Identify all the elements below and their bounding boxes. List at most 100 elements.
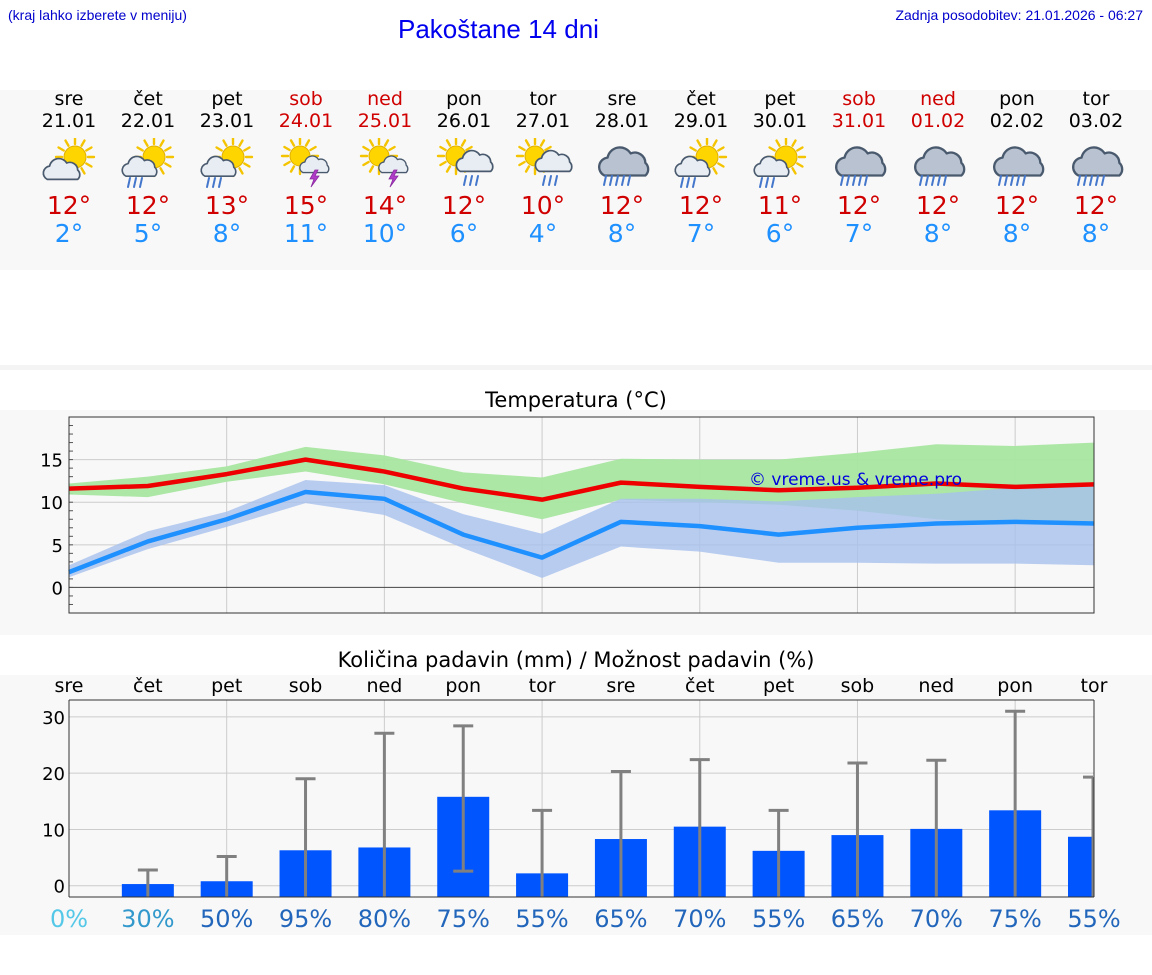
max-temperature: 10° bbox=[520, 191, 566, 220]
partly-cloudy-rain-icon bbox=[674, 138, 728, 188]
sun-thunderstorm-icon bbox=[359, 138, 409, 188]
day-column: čet 29.01 12° 7° bbox=[661, 88, 741, 248]
y-tick-label: 15 bbox=[40, 451, 63, 472]
sun-cloud-rain-icon bbox=[515, 138, 573, 186]
partly-cloudy-rain-icon bbox=[121, 138, 175, 188]
day-label: čet bbox=[133, 675, 163, 697]
day-name: sre bbox=[54, 88, 84, 110]
watermark: © vreme.us & vreme.pro bbox=[749, 470, 962, 490]
rain-drops bbox=[919, 175, 947, 186]
day-date: 31.01 bbox=[831, 110, 887, 132]
day-column: sob 31.01 12° 7° bbox=[819, 88, 899, 248]
precipitation-chart-title: Količina padavin (mm) / Možnost padavin … bbox=[337, 648, 815, 672]
day-date: 30.01 bbox=[752, 110, 808, 132]
precipitation-probability: 50% bbox=[200, 905, 253, 933]
cloud-rain-icon bbox=[914, 146, 966, 186]
min-range-band bbox=[69, 480, 1094, 579]
day-column: pon 26.01 12° 6° bbox=[424, 88, 504, 248]
sun-shape bbox=[515, 138, 555, 176]
max-temperature: 15° bbox=[283, 191, 329, 220]
page-title: Pakoštane 14 dni bbox=[398, 14, 599, 44]
precipitation-bar bbox=[1068, 836, 1094, 897]
partly-cloudy-rain-icon bbox=[200, 138, 254, 188]
max-temperature: 12° bbox=[994, 191, 1040, 220]
day-label: sre bbox=[55, 675, 84, 697]
lightning-bolt bbox=[309, 169, 320, 188]
precipitation-chart: 0 10 20 30 sre čet pet sob ned pon tor sre čet pet sob… bbox=[42, 675, 1121, 933]
min-temperature: 8° bbox=[1002, 219, 1032, 248]
cloud-shape bbox=[42, 157, 81, 181]
day-name: sob bbox=[289, 88, 323, 110]
cloud-shape bbox=[299, 155, 330, 174]
day-label: tor bbox=[1081, 675, 1108, 697]
day-date: 22.01 bbox=[120, 110, 176, 132]
max-temperature: 12° bbox=[441, 191, 487, 220]
day-label: tor bbox=[529, 675, 556, 697]
rain-drops bbox=[542, 175, 558, 186]
day-date: 21.01 bbox=[41, 110, 97, 132]
day-label: ned bbox=[366, 675, 402, 697]
max-temperature: 13° bbox=[204, 191, 250, 220]
day-label: pet bbox=[211, 675, 242, 697]
day-name: ned bbox=[367, 88, 403, 110]
rain-drops bbox=[127, 177, 143, 188]
rain-drops bbox=[463, 175, 479, 186]
precipitation-probability: 30% bbox=[121, 905, 174, 933]
cloud-shape bbox=[1072, 146, 1124, 177]
precipitation-probability: 55% bbox=[1067, 905, 1120, 933]
min-temperature: 11° bbox=[283, 219, 329, 248]
cloud-shape bbox=[378, 155, 409, 174]
max-temperature: 11° bbox=[757, 191, 803, 220]
precipitation-probability: 70% bbox=[673, 905, 726, 933]
rain-drops bbox=[759, 177, 775, 188]
cloud-shape bbox=[598, 146, 650, 177]
cloud-shape bbox=[534, 149, 573, 173]
day-column: ned 25.01 14° 10° bbox=[345, 88, 425, 248]
min-temperature: 7° bbox=[844, 219, 874, 248]
min-temperature: 2° bbox=[54, 219, 84, 248]
day-date: 02.02 bbox=[989, 110, 1045, 132]
day-column: ned 01.02 12° 8° bbox=[898, 88, 978, 248]
sun-thunderstorm-icon bbox=[280, 138, 330, 188]
day-date: 23.01 bbox=[199, 110, 255, 132]
cloud-shape bbox=[455, 149, 494, 173]
lightning-bolt bbox=[388, 169, 399, 188]
day-column: pet 23.01 13° 8° bbox=[187, 88, 267, 248]
day-label: sob bbox=[841, 675, 875, 697]
day-date: 01.02 bbox=[910, 110, 966, 132]
day-column: pon 02.02 12° 8° bbox=[977, 88, 1057, 248]
day-label: čet bbox=[685, 675, 715, 697]
precipitation-probability: 65% bbox=[594, 905, 647, 933]
partly-cloudy-rain-icon bbox=[753, 138, 807, 188]
day-label: sre bbox=[606, 675, 635, 697]
rain-drops bbox=[998, 175, 1026, 186]
max-temperature: 12° bbox=[599, 191, 645, 220]
y-tick-label: 0 bbox=[52, 578, 63, 599]
day-date: 25.01 bbox=[357, 110, 413, 132]
min-temperature-line bbox=[68, 489, 1095, 575]
rain-drops bbox=[206, 177, 222, 188]
last-updated: Zadnja posodobitev: 21.01.2026 - 06:27 bbox=[895, 7, 1143, 23]
y-tick-label: 0 bbox=[54, 877, 65, 898]
day-column: sre 28.01 12° 8° bbox=[582, 88, 662, 248]
day-date: 29.01 bbox=[673, 110, 729, 132]
day-name: pon bbox=[446, 88, 482, 110]
y-tick-label: 10 bbox=[40, 493, 63, 514]
day-name: pon bbox=[999, 88, 1035, 110]
day-column: sob 24.01 15° 11° bbox=[266, 88, 346, 248]
max-temperature: 12° bbox=[915, 191, 961, 220]
max-temperature: 12° bbox=[46, 191, 92, 220]
min-temperature: 8° bbox=[212, 219, 242, 248]
min-temperature: 5° bbox=[133, 219, 163, 248]
cloud-shape bbox=[835, 146, 887, 177]
day-date: 24.01 bbox=[278, 110, 334, 132]
cloud-rain-icon bbox=[835, 146, 887, 186]
cloud-rain-icon bbox=[598, 146, 650, 186]
day-column: sre 21.01 12° 2° bbox=[29, 88, 109, 248]
y-tick-label: 30 bbox=[42, 708, 65, 729]
precipitation-probability: 0% bbox=[50, 905, 88, 933]
plot-frame bbox=[68, 416, 1095, 614]
min-temperature: 8° bbox=[1081, 219, 1111, 248]
day-name: sob bbox=[842, 88, 876, 110]
day-name: pet bbox=[764, 88, 796, 110]
